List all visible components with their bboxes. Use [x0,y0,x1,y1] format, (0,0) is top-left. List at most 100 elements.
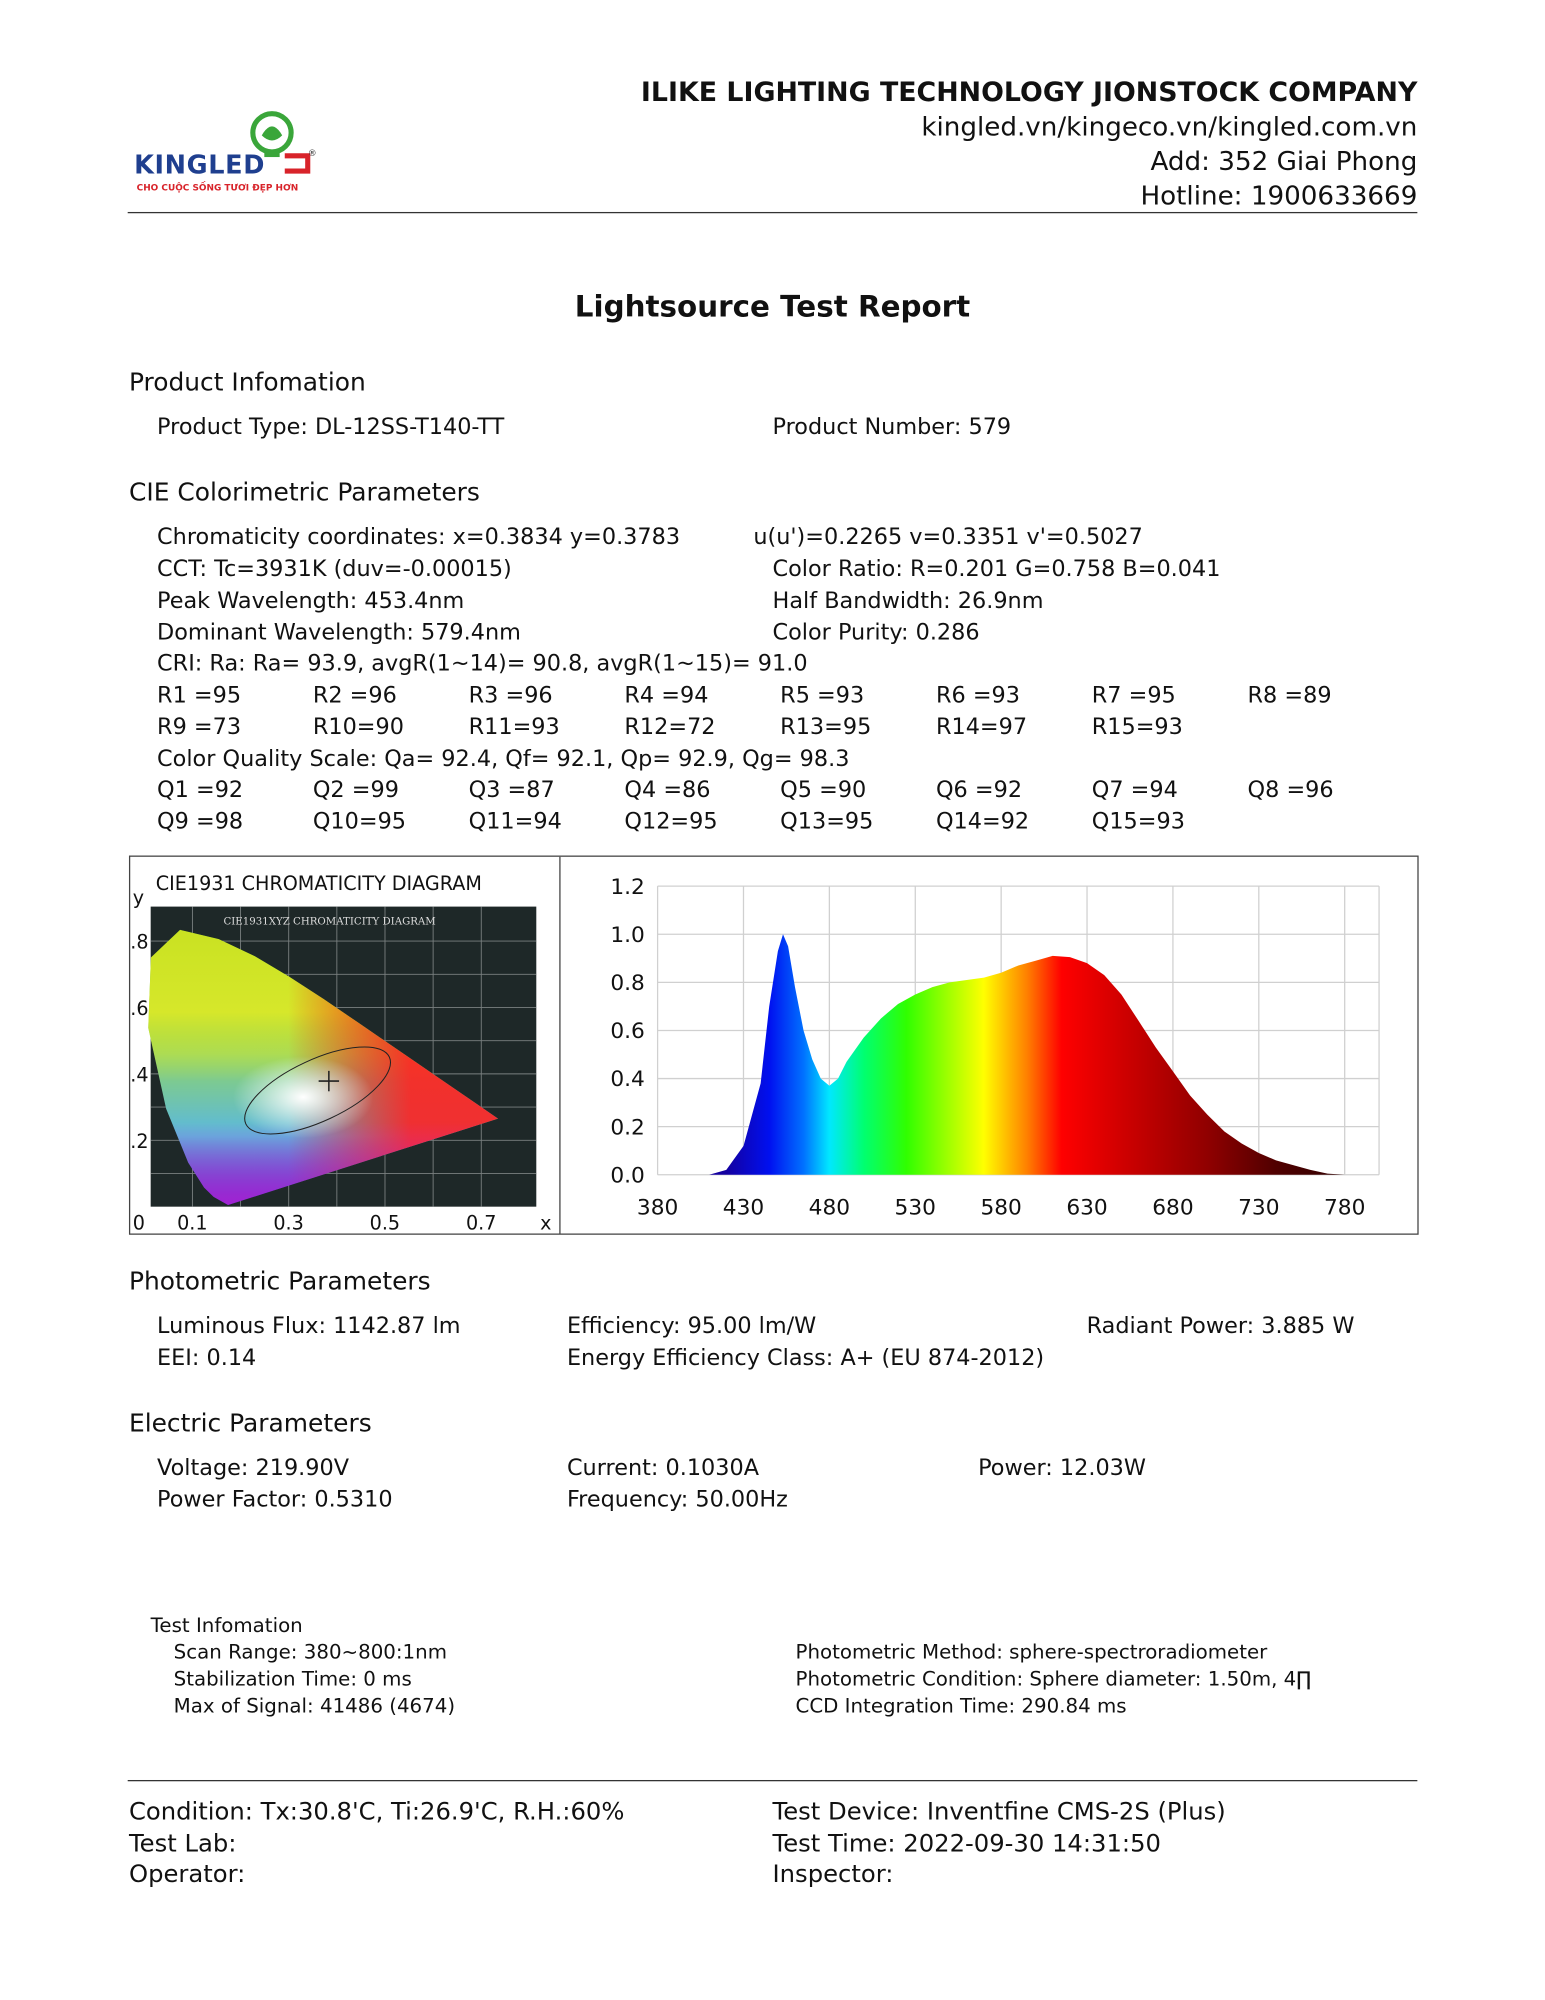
photometric-heading: Photometric Parameters [128,1266,431,1297]
uv-coords: u(u')=0.2265 v=0.3351 v'=0.5027 [753,524,1143,551]
y-tick-label: 1.2 [610,875,645,900]
x-axis-label: x [540,1212,551,1235]
footer-divider [127,1779,1418,1782]
x-tick-label: 780 [1324,1195,1365,1220]
cqs: Color Quality Scale: Qa= 92.4, Qf= 92.1,… [157,746,850,773]
cqs-value: Q1 =92 [157,777,244,804]
cqs-value: Q5 =90 [780,777,867,804]
planckian-region [244,1046,392,1135]
y-tick-label: 0.0 [610,1163,645,1188]
stabilization-time: Stabilization Time: 0 ms [173,1667,412,1691]
cri-value: R4 =94 [624,683,709,709]
lightbulb-lotus-icon: ® [250,111,317,174]
cie-heading: CIE Colorimetric Parameters [128,477,480,507]
y-tick-label: .8 [130,931,148,954]
x-tick-label: 0.5 [370,1212,400,1235]
color-purity: Color Purity: 0.286 [772,620,980,647]
test-lab: Test Lab: [128,1829,237,1858]
ccd-time: CCD Integration Time: 290.84 ms [795,1694,1127,1718]
cri-value: R6 =93 [935,683,1020,709]
cri: CRI: Ra: Ra= 93.9, avgR(1~14)= 90.8, avg… [157,651,808,677]
logo-slogan: CHO CUỘC SỐNG TƯƠI ĐẸP HƠN [136,182,299,193]
product-heading: Product Infomation [128,367,366,398]
cqs-value: Q15=93 [1091,809,1185,836]
cqs-value: Q13=95 [780,809,874,836]
x-tick-label: 0.7 [466,1212,496,1235]
logo-text: KINGLED [134,149,266,181]
inner-diagram-title: CIE1931XYZ CHROMATICITY DIAGRAM [223,916,435,927]
x-tick-label: 480 [809,1195,850,1220]
chromaticity: Chromaticity coordinates: x=0.3834 y=0.3… [157,524,681,551]
cri-value: R12=72 [624,715,716,741]
cqs-value: Q9 =98 [157,809,244,836]
luminous-flux: Luminous Flux: 1142.87 lm [157,1313,461,1340]
efficiency: Efficiency: 95.00 lm/W [566,1313,817,1340]
cct: CCT: Tc=3931K (duv=-0.00015) [157,556,512,583]
x-tick-label: 380 [637,1195,678,1220]
company-name: ILIKE LIGHTING TECHNOLOGY JIONSTOCK COMP… [640,76,1418,108]
y-tick-label: .4 [130,1064,148,1087]
condition: Condition: Tx:30.8'C, Ti:26.9'C, R.H.:60… [128,1797,625,1826]
address: Add: 352 Giai Phong [1150,145,1418,177]
operator: Operator: [128,1860,246,1889]
electric-heading: Electric Parameters [128,1408,372,1438]
cri-value: R7 =95 [1091,683,1176,709]
cqs-value: Q12=95 [624,809,718,836]
spectrum-chart: 380 430 480 530 580 630 680 730 780 0.0 0.2 0.4 0.6 0… [610,875,1380,1220]
svg-text:®: ® [308,149,317,159]
panel-divider [559,856,561,1234]
inspector: Inspector: [772,1860,894,1889]
x-tick-label: 530 [895,1195,936,1220]
x-tick-label: 730 [1238,1195,1279,1220]
cri-value: R11=93 [468,715,560,741]
x-tick-label: 0 [133,1212,145,1235]
cri-value: R1 =95 [157,683,242,709]
cie-diagram-title: CIE1931 CHROMATICITY DIAGRAM [156,872,482,895]
cqs-value: Q4 =86 [624,777,711,804]
header-divider [127,211,1418,214]
x-tick-label: 630 [1066,1195,1107,1220]
max-signal: Max of Signal: 41486 (4674) [173,1694,456,1718]
cri-value: R14=97 [935,715,1028,741]
cqs-value: Q7 =94 [1091,777,1178,804]
hotline: Hotline: 1900633669 [1140,180,1418,211]
cie-chromaticity-diagram: CIE1931XYZ CHROMATICITY DIAGRAM CIE1931 C… [130,872,551,1235]
y-tick-label: 1.0 [610,923,645,948]
test-device: Test Device: Inventfine CMS-2S (Plus) [772,1797,1226,1826]
cri-value: R3 =96 [468,683,553,709]
test-time: Test Time: 2022-09-30 14:31:50 [772,1829,1161,1858]
cqs-value: Q10=95 [312,809,407,836]
x-tick-label: 0.1 [177,1212,207,1235]
product-number: Product Number: 579 [772,414,1012,441]
charts-panel [128,855,1419,1235]
kingled-logo: ® KINGLED CHO CUỘC SỐNG TƯƠI ĐẸP HƠN [134,107,319,199]
y-tick-label: .2 [130,1130,148,1153]
x-tick-label: 580 [980,1195,1021,1220]
dominant-wavelength: Dominant Wavelength: 579.4nm [157,620,521,647]
cri-value: R8 =89 [1247,683,1332,709]
y-tick-label: 0.4 [610,1067,645,1092]
page-title: Lightsource Test Report [574,291,971,325]
test-info-heading: Test Infomation [150,1614,303,1637]
spectrum-area [657,934,1345,1175]
power: Power: 12.03W [978,1455,1146,1482]
cri-value: R2 =96 [312,683,397,709]
cqs-value: Q14=92 [935,809,1030,836]
x-tick-label: 680 [1152,1195,1193,1220]
photometric-method: Photometric Method: sphere-spectroradiom… [795,1640,1268,1664]
y-axis-label: y [133,886,144,909]
half-bandwidth: Half Bandwidth: 26.9nm [772,588,1044,615]
cqs-value: Q2 =99 [312,777,399,804]
x-tick-label: 430 [723,1195,764,1220]
product-type: Product Type: DL-12SS-T140-TT [157,414,505,441]
y-tick-label: 0.6 [610,1019,645,1044]
cri-value: R5 =93 [780,683,865,709]
peak-wavelength: Peak Wavelength: 453.4nm [157,588,465,615]
scan-range: Scan Range: 380~800:1nm [173,1640,447,1664]
cri-value: R10=90 [312,715,404,741]
white-point-region [232,1056,374,1138]
frequency: Frequency: 50.00Hz [566,1487,788,1514]
color-ratio: Color Ratio: R=0.201 G=0.758 B=0.041 [772,556,1221,583]
energy-class: Energy Efficiency Class: A+ (EU 874-2012… [566,1345,1045,1372]
